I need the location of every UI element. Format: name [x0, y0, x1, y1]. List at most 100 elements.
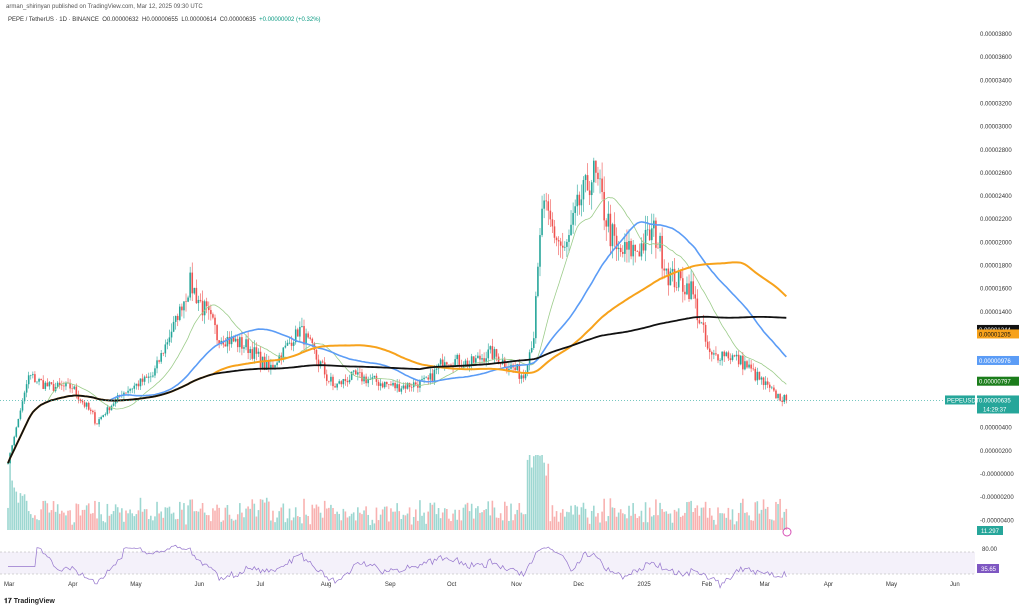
candle-body [481, 358, 483, 360]
volume-bar [7, 507, 9, 530]
volume-bar [83, 509, 86, 530]
candle-body [532, 338, 535, 348]
volume-bar [746, 512, 748, 530]
candle-body [129, 389, 131, 391]
candle-body [71, 388, 73, 390]
volume-bar [131, 513, 133, 530]
candle-body [561, 245, 564, 248]
volume-bar [485, 509, 487, 530]
volume-bar [584, 508, 587, 530]
volume-bar [396, 503, 398, 530]
volume-bar [522, 514, 525, 530]
volume-bar [783, 511, 786, 530]
volume-bar [613, 507, 616, 530]
volume-bar [56, 504, 59, 530]
candle-body [195, 287, 198, 304]
candle-body [671, 268, 674, 272]
candle-body [189, 272, 191, 298]
volume-bar [400, 519, 403, 530]
volume-bar [176, 518, 179, 530]
candle-body [373, 375, 376, 378]
volume-bar [785, 508, 788, 530]
candle-body [756, 371, 759, 381]
candle-body [543, 200, 545, 209]
volume-bar [669, 513, 672, 530]
candle-body [106, 407, 109, 415]
volume-bar [145, 509, 148, 530]
candle-body [688, 283, 690, 299]
volume-bar [686, 502, 688, 530]
candle-body [352, 370, 355, 372]
y-tick-label: 0.00002400 [980, 194, 1012, 200]
candle-body [466, 360, 469, 368]
candle-body [236, 338, 239, 348]
candle-body [646, 229, 649, 231]
candle-body [338, 381, 340, 384]
volume-bar [357, 507, 359, 530]
candle-body [305, 333, 307, 345]
candle-body [421, 379, 423, 381]
candle-body [464, 360, 467, 367]
volume-bar [265, 497, 268, 530]
volume-bar [210, 521, 212, 530]
candle-body [729, 358, 732, 360]
volume-bar [731, 509, 734, 530]
volume-bar [601, 511, 603, 530]
candle-body [580, 199, 583, 206]
volume-bar [417, 520, 419, 530]
candle-body [241, 337, 243, 349]
candle-body [742, 355, 744, 370]
candle-body [711, 352, 713, 355]
candle-body [377, 381, 380, 386]
volume-bar [214, 510, 216, 530]
volume-bar [129, 509, 131, 530]
y-tick-label: 0.00002200 [980, 217, 1012, 223]
candle-body [156, 360, 158, 369]
volume-bar [141, 511, 144, 530]
candle-body [205, 301, 208, 307]
volume-bar [166, 507, 169, 530]
symbol[interactable]: PEPE / TetherUS · 1D · BINANCE [8, 17, 99, 23]
volume-bar [487, 501, 490, 530]
volume-bar [665, 511, 668, 530]
candle-body [58, 382, 61, 386]
volume-bar [352, 512, 355, 530]
volume-bar [183, 503, 185, 530]
x-tick-label: Jun [194, 582, 204, 588]
volume-bar [679, 516, 682, 530]
volume-bar [282, 503, 285, 530]
candle-body [588, 190, 591, 196]
volume-bar [634, 513, 637, 530]
volume-bar [688, 501, 690, 530]
volume-bar [268, 501, 270, 530]
volume-bar [626, 518, 628, 530]
volume-bar [373, 523, 376, 530]
candle-body [284, 345, 287, 348]
volume-bar [528, 455, 531, 530]
candle-body [176, 315, 179, 320]
x-tick-label: Sep [385, 582, 396, 588]
volume-bar [69, 510, 71, 530]
candle-body [586, 175, 589, 191]
volume-bar [535, 455, 537, 530]
volume-bars [7, 455, 788, 530]
candle-body [638, 251, 641, 257]
candle-body [371, 377, 374, 380]
volume-bar [644, 502, 647, 530]
candle-body [456, 354, 458, 360]
volume-bar [154, 516, 156, 530]
candle-body [150, 376, 152, 378]
volume-bar [160, 511, 162, 530]
volume-bar [673, 509, 676, 530]
candle-body [216, 325, 218, 341]
candle-body [359, 372, 361, 373]
price-label-text: 0.00001205 [979, 332, 1011, 338]
candle-body [307, 333, 309, 338]
candle-body [768, 384, 771, 388]
volume-bar [147, 519, 150, 530]
candle-body [272, 364, 274, 368]
volume-bar [158, 513, 160, 530]
candle-body [133, 385, 136, 389]
volume-bar [777, 504, 779, 530]
